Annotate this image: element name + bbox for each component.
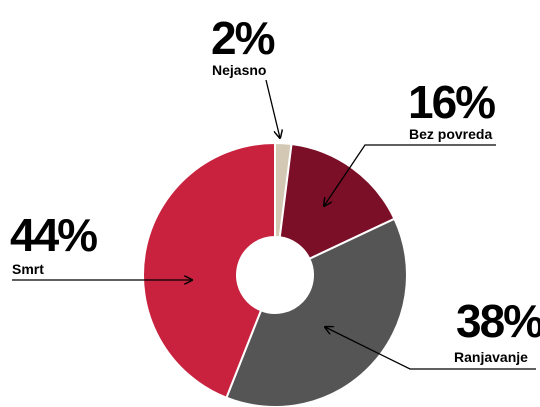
value-label-bez-povreda: 16% <box>408 76 495 128</box>
value-label-nejasno: 2% <box>211 12 275 64</box>
donut-slices <box>142 141 408 407</box>
category-label-smrt: Smrt <box>12 261 44 277</box>
slice-smrt <box>142 141 276 400</box>
callout-arrows <box>12 79 536 370</box>
slice-bez-povreda <box>278 142 396 261</box>
arrow-bez-povreda <box>324 144 496 206</box>
arrow-nejasno <box>265 79 280 138</box>
category-label-ranjavanje: Ranjavanje <box>454 349 528 365</box>
value-label-smrt: 44% <box>10 209 97 261</box>
category-label-nejasno: Nejasno <box>212 62 266 78</box>
arrow-ranjavanje <box>325 327 536 370</box>
value-label-ranjavanje: 38% <box>456 295 540 347</box>
category-label-bez-povreda: Bez povreda <box>409 126 492 142</box>
